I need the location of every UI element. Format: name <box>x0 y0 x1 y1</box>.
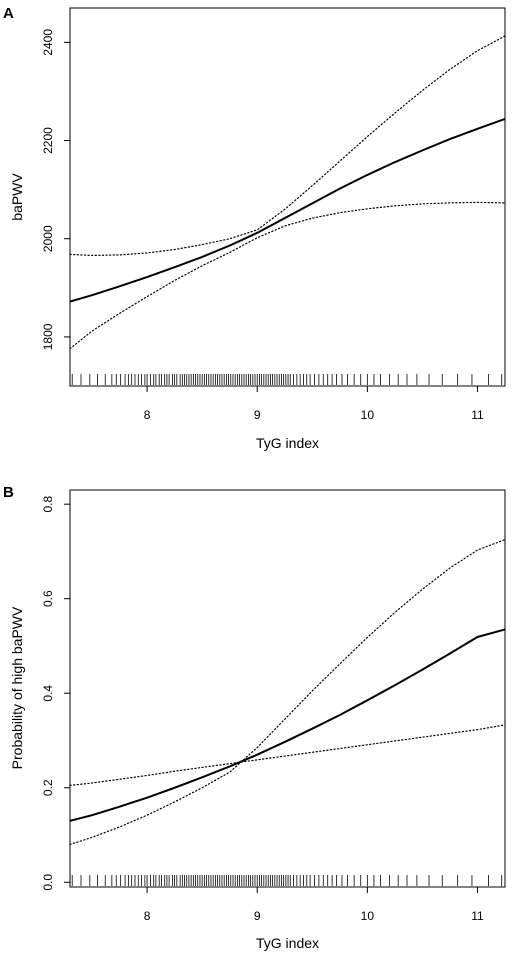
panel-b-y-axis-label: Probability of high baPWV <box>9 606 25 769</box>
panel-a: A 8 9 10 11 1800 2000 2200 2400 TyG index baPW… <box>3 5 506 451</box>
panel-b-y-tick-label: 0.2 <box>41 779 55 796</box>
panel-b-x-axis-label: TyG index <box>256 935 319 951</box>
panel-a-letter: A <box>3 5 14 22</box>
panel-b: B 8 9 10 11 0.0 0.2 0.4 0.6 0.8 TyG index Proba… <box>3 484 506 951</box>
panel-a-x-tick-label: 10 <box>361 408 375 422</box>
panel-b-series-ci-line-2 <box>69 724 506 786</box>
panel-a-series-fit-line <box>69 118 506 303</box>
panel-b-x-ticks: 8 9 10 11 <box>144 887 484 923</box>
panel-b-y-tick-label: 0.6 <box>41 590 55 607</box>
panel-a-x-tick-label: 9 <box>254 408 261 422</box>
panel-a-series-ci-line-2 <box>69 201 506 350</box>
panel-a-x-tick-label: 8 <box>144 408 151 422</box>
panel-b-series-ci-line-1 <box>69 539 506 846</box>
panel-a-x-axis-label: TyG index <box>256 435 319 451</box>
panel-a-x-tick-label: 11 <box>471 408 484 422</box>
panel-b-plot-frame <box>69 489 506 888</box>
panel-b-y-tick-label: 0.4 <box>41 685 55 702</box>
panel-b-x-tick-label: 8 <box>144 909 151 923</box>
panel-b-y-tick-label: 0.8 <box>41 496 55 513</box>
panel-b-y-ticks: 0.0 0.2 0.4 0.6 0.8 <box>41 496 70 891</box>
panel-a-y-tick-label: 2400 <box>41 29 55 56</box>
panel-a-x-ticks: 8 9 10 11 <box>144 386 484 422</box>
panel-b-rug <box>71 875 503 886</box>
panel-a-series-ci-line-1 <box>69 35 506 257</box>
panel-b-x-tick-label: 11 <box>471 909 484 923</box>
panel-a-rug <box>71 374 503 385</box>
panel-a-y-ticks: 1800 2000 2200 2400 <box>41 29 70 350</box>
panel-a-y-tick-label: 2200 <box>41 127 55 154</box>
panel-b-x-tick-label: 9 <box>254 909 261 923</box>
panel-a-y-tick-label: 1800 <box>41 323 55 350</box>
panel-a-marks <box>69 35 506 350</box>
panel-b-x-tick-label: 10 <box>361 909 375 923</box>
panel-b-marks <box>69 539 506 846</box>
panel-b-letter: B <box>3 484 14 501</box>
panel-a-y-axis-label: baPWV <box>9 173 25 221</box>
panel-a-plot-frame <box>69 7 506 387</box>
panel-a-y-tick-label: 2000 <box>41 225 55 252</box>
panel-b-series-fit-line <box>69 628 506 822</box>
panel-b-y-tick-label: 0.0 <box>41 874 55 891</box>
